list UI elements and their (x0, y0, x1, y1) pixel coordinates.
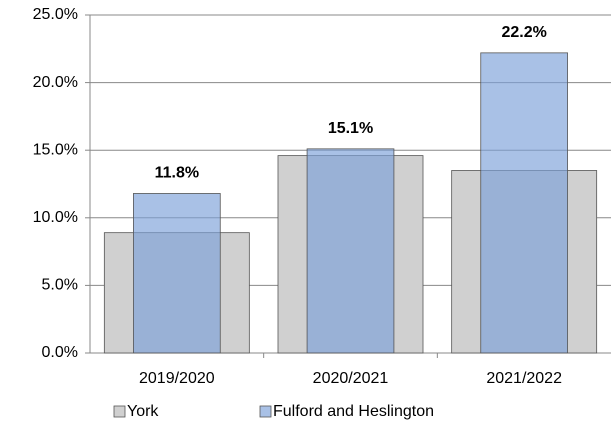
bar (133, 193, 221, 354)
y-tick-label: 15.0% (33, 141, 78, 158)
y-tick-label: 0.0% (42, 344, 78, 361)
x-tick-label: 2020/2021 (313, 370, 389, 387)
y-tick-label: 25.0% (33, 6, 78, 23)
bar (480, 52, 568, 354)
value-label: 11.8% (155, 165, 199, 182)
y-tick-label: 20.0% (33, 74, 78, 91)
y-tick-label: 5.0% (42, 277, 78, 294)
legend-label: Fulford and Heslington (273, 403, 434, 420)
legend-label: York (127, 403, 159, 420)
value-label: 22.2% (501, 24, 546, 41)
x-tick-label: 2021/2022 (486, 370, 562, 387)
legend-swatch (259, 405, 272, 418)
value-label: 15.1% (328, 120, 373, 137)
bar (306, 148, 395, 354)
legend-swatch (113, 405, 126, 418)
x-tick-label: 2019/2020 (139, 370, 215, 387)
y-tick-label: 10.0% (33, 209, 78, 226)
